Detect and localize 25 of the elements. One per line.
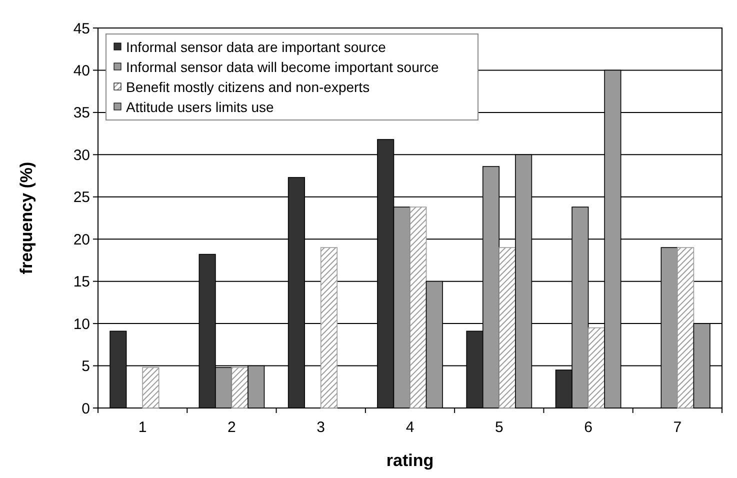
legend-label: Informal sensor data are important source <box>126 38 386 55</box>
bar <box>320 247 338 408</box>
bar <box>142 367 160 408</box>
y-axis-title: frequency (%) <box>17 162 36 274</box>
x-tick-label: 2 <box>228 419 236 436</box>
x-tick-label: 1 <box>138 419 147 436</box>
y-tick-label: 5 <box>82 358 90 376</box>
y-tick-label: 0 <box>82 400 90 418</box>
x-tick-label: 3 <box>316 419 326 436</box>
y-tick-label: 30 <box>73 146 90 164</box>
y-tick-label: 35 <box>73 104 90 122</box>
y-tick-label: 10 <box>73 316 90 333</box>
y-tick-label: 25 <box>73 189 90 206</box>
x-axis-title: rating <box>386 451 434 470</box>
legend-label: Informal sensor data will become important source <box>126 58 440 75</box>
y-tick-label: 15 <box>73 274 90 291</box>
legend-label: Benefit mostly citizens and non-experts <box>126 78 370 95</box>
x-tick-label: 6 <box>584 419 592 436</box>
legend-label: Attitude users limits use <box>126 98 274 115</box>
x-tick-label: 5 <box>494 419 504 436</box>
y-tick-label: 45 <box>73 20 90 38</box>
y-tick-label: 20 <box>73 231 90 248</box>
x-tick-label: 7 <box>673 419 682 436</box>
y-tick-label: 40 <box>73 62 90 80</box>
x-tick-label: 4 <box>406 419 414 436</box>
